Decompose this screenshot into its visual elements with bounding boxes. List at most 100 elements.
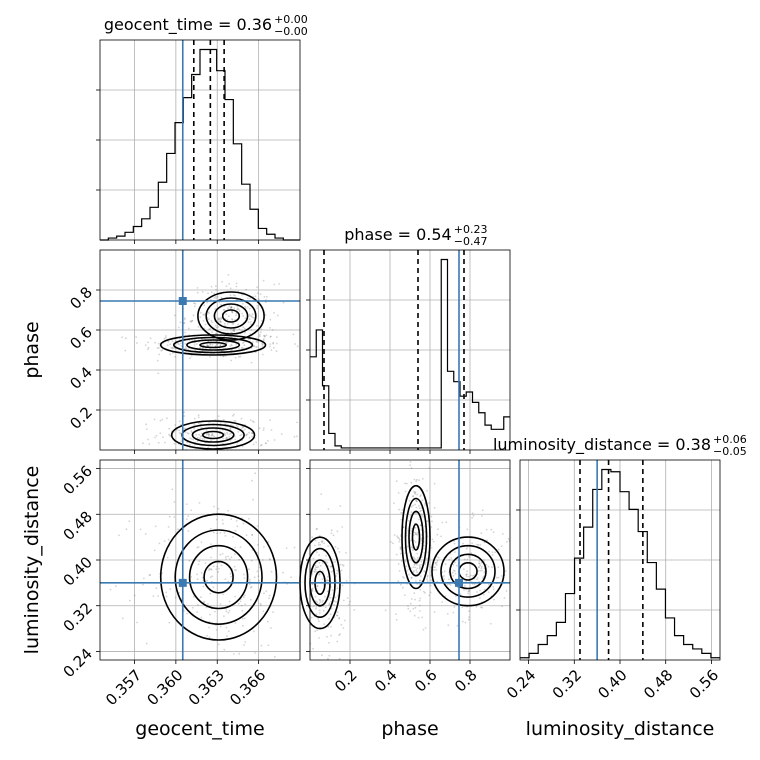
sample-point	[418, 599, 421, 602]
sample-point	[261, 342, 263, 345]
sample-point	[243, 577, 246, 579]
sample-point	[453, 542, 456, 545]
sample-point	[249, 297, 251, 300]
sample-point	[269, 343, 272, 345]
sample-point	[223, 432, 226, 435]
ylabel-luminosity_distance: luminosity_distance	[21, 466, 43, 655]
sample-point	[263, 546, 265, 548]
sample-point	[414, 526, 417, 529]
sample-point	[343, 619, 346, 622]
sample-point	[177, 528, 179, 531]
sample-point	[424, 504, 426, 507]
sample-point	[315, 528, 318, 530]
ytick-label-luminosity_distance-1: 0.32	[60, 599, 96, 635]
sample-point	[241, 609, 244, 612]
sample-point	[168, 427, 171, 430]
sample-point	[482, 576, 484, 579]
sample-point	[480, 532, 483, 535]
sample-point	[251, 432, 254, 435]
sample-point	[251, 316, 254, 319]
sample-point	[246, 297, 249, 300]
sample-point	[259, 444, 262, 447]
sample-point	[316, 585, 319, 588]
sample-point	[211, 432, 214, 435]
sample-point	[451, 571, 454, 574]
sample-point	[149, 574, 152, 576]
sample-point	[408, 573, 410, 576]
sample-point	[210, 543, 212, 545]
sample-point	[409, 602, 412, 605]
sample-point	[345, 580, 348, 582]
sample-point	[205, 606, 208, 609]
sample-point	[237, 431, 240, 433]
sample-point	[419, 510, 421, 513]
sample-point	[420, 509, 423, 512]
sample-point	[481, 515, 483, 517]
sample-point	[229, 331, 232, 334]
sample-point	[433, 506, 436, 509]
sample-point	[264, 442, 267, 444]
sample-point	[218, 320, 220, 323]
sample-point	[258, 335, 261, 338]
sample-point	[401, 509, 404, 511]
contour-geocent_time-luminosity_distance-0-0	[203, 560, 234, 594]
sample-point	[422, 628, 425, 631]
sample-point	[398, 540, 401, 543]
sample-point	[234, 294, 236, 297]
sample-point	[347, 603, 350, 606]
sample-point	[217, 317, 220, 319]
histogram-luminosity_distance	[520, 468, 720, 659]
sample-point	[196, 611, 198, 613]
sample-point	[156, 359, 159, 362]
sample-point	[212, 586, 215, 589]
sample-point	[199, 316, 202, 319]
sample-point	[222, 442, 225, 445]
sample-point	[208, 434, 210, 436]
sample-point	[217, 571, 220, 573]
sample-point	[207, 311, 210, 313]
sample-point	[189, 357, 191, 359]
sample-point	[315, 566, 317, 569]
sample-point	[401, 586, 404, 589]
sample-point	[234, 356, 237, 359]
sample-point	[171, 346, 174, 349]
sample-point	[136, 621, 139, 624]
title-phase: phase = 0.54	[344, 225, 451, 244]
sample-point	[282, 301, 285, 304]
sample-point	[197, 604, 200, 606]
sample-point	[318, 598, 321, 601]
sample-point	[235, 282, 238, 285]
sample-point	[452, 563, 455, 566]
sample-point	[216, 296, 219, 298]
sample-point	[415, 478, 418, 481]
sample-point	[178, 343, 181, 346]
sample-point	[233, 330, 236, 333]
sample-point	[434, 562, 437, 565]
sample-point	[398, 537, 400, 540]
sample-point	[443, 570, 446, 573]
sample-point	[330, 529, 333, 532]
sample-point	[215, 297, 218, 300]
sample-point	[173, 347, 176, 349]
sample-point	[169, 434, 172, 437]
sample-point	[321, 578, 324, 581]
sample-point	[418, 579, 421, 582]
sample-point	[319, 599, 322, 602]
sample-point	[231, 311, 234, 314]
sample-point	[409, 461, 412, 463]
xtick-label-geocent_time-3: 0.366	[226, 666, 269, 709]
sample-point	[420, 538, 422, 541]
sample-point	[327, 626, 330, 628]
sample-point	[214, 324, 217, 327]
sample-point	[311, 587, 314, 590]
sample-point	[492, 586, 495, 588]
sample-point	[262, 279, 265, 282]
sample-point	[315, 570, 318, 573]
sample-point	[162, 436, 164, 438]
sample-point	[196, 440, 199, 443]
sample-point	[488, 583, 490, 586]
sample-point	[215, 332, 218, 335]
sample-point	[251, 313, 254, 315]
sample-point	[208, 569, 210, 571]
sample-point	[230, 432, 233, 435]
